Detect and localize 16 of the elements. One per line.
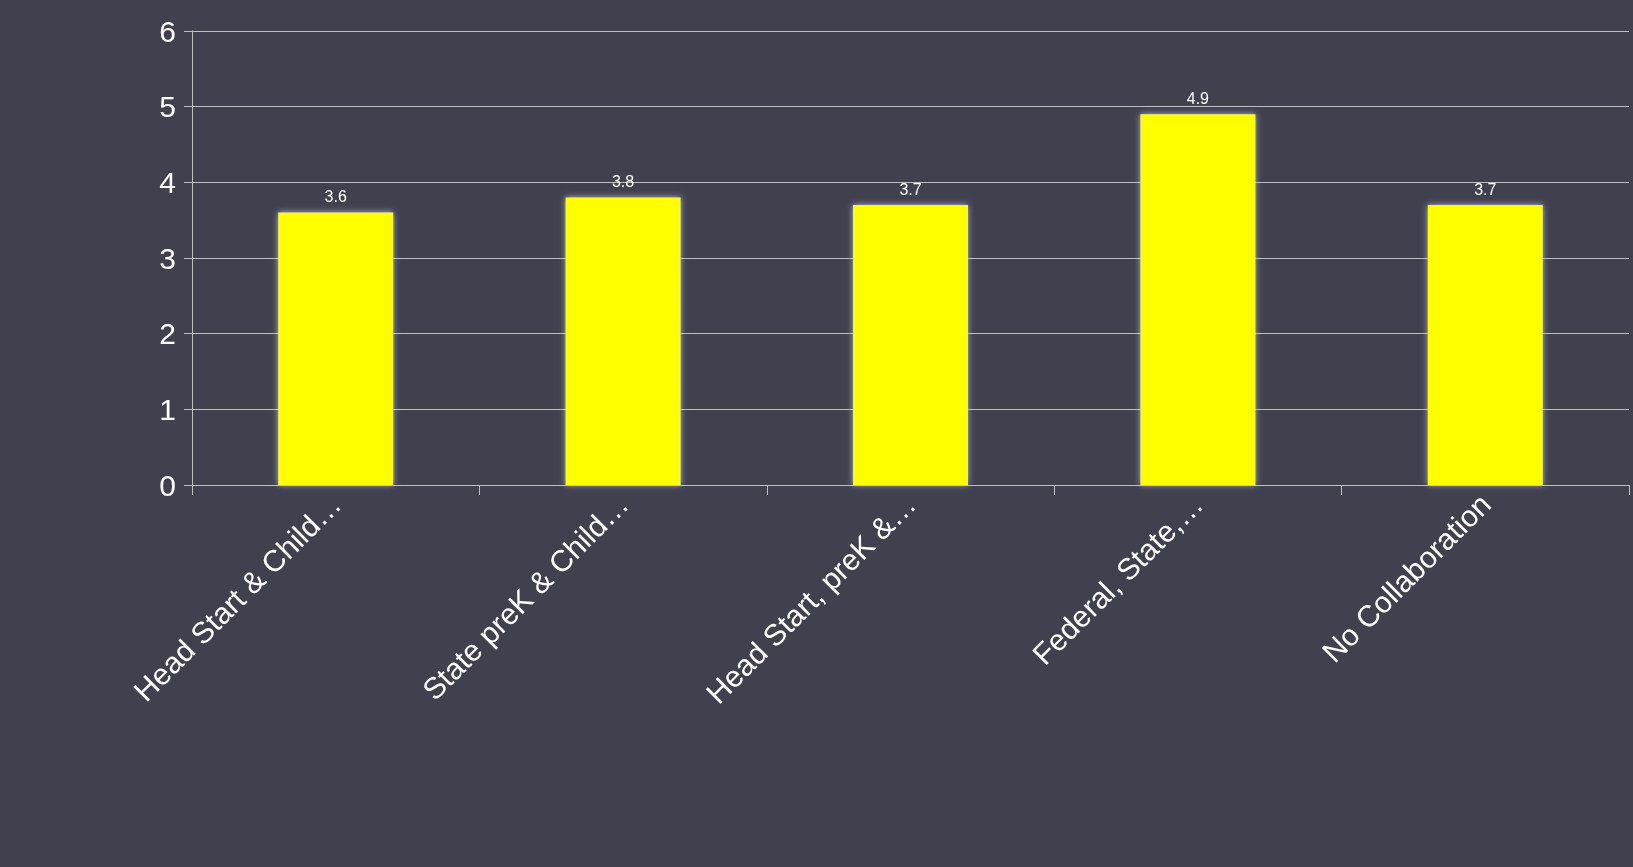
- bar: [1140, 114, 1256, 485]
- y-tick-label: 6: [159, 14, 176, 48]
- y-tick-label: 3: [159, 241, 176, 275]
- data-label: 3.7: [899, 180, 922, 198]
- bar: [278, 212, 394, 485]
- y-tick-label: 0: [159, 468, 176, 502]
- y-tick-label: 2: [159, 317, 176, 351]
- y-tick-label: 5: [159, 90, 176, 124]
- bar: [853, 205, 968, 485]
- data-label: 3.6: [324, 188, 347, 206]
- data-label: 4.9: [1186, 89, 1210, 107]
- bar: [1427, 205, 1543, 485]
- data-label: 3.7: [1474, 180, 1497, 198]
- y-tick-label: 1: [159, 392, 176, 426]
- y-tick-label: 4: [159, 165, 176, 199]
- bar: [565, 197, 681, 485]
